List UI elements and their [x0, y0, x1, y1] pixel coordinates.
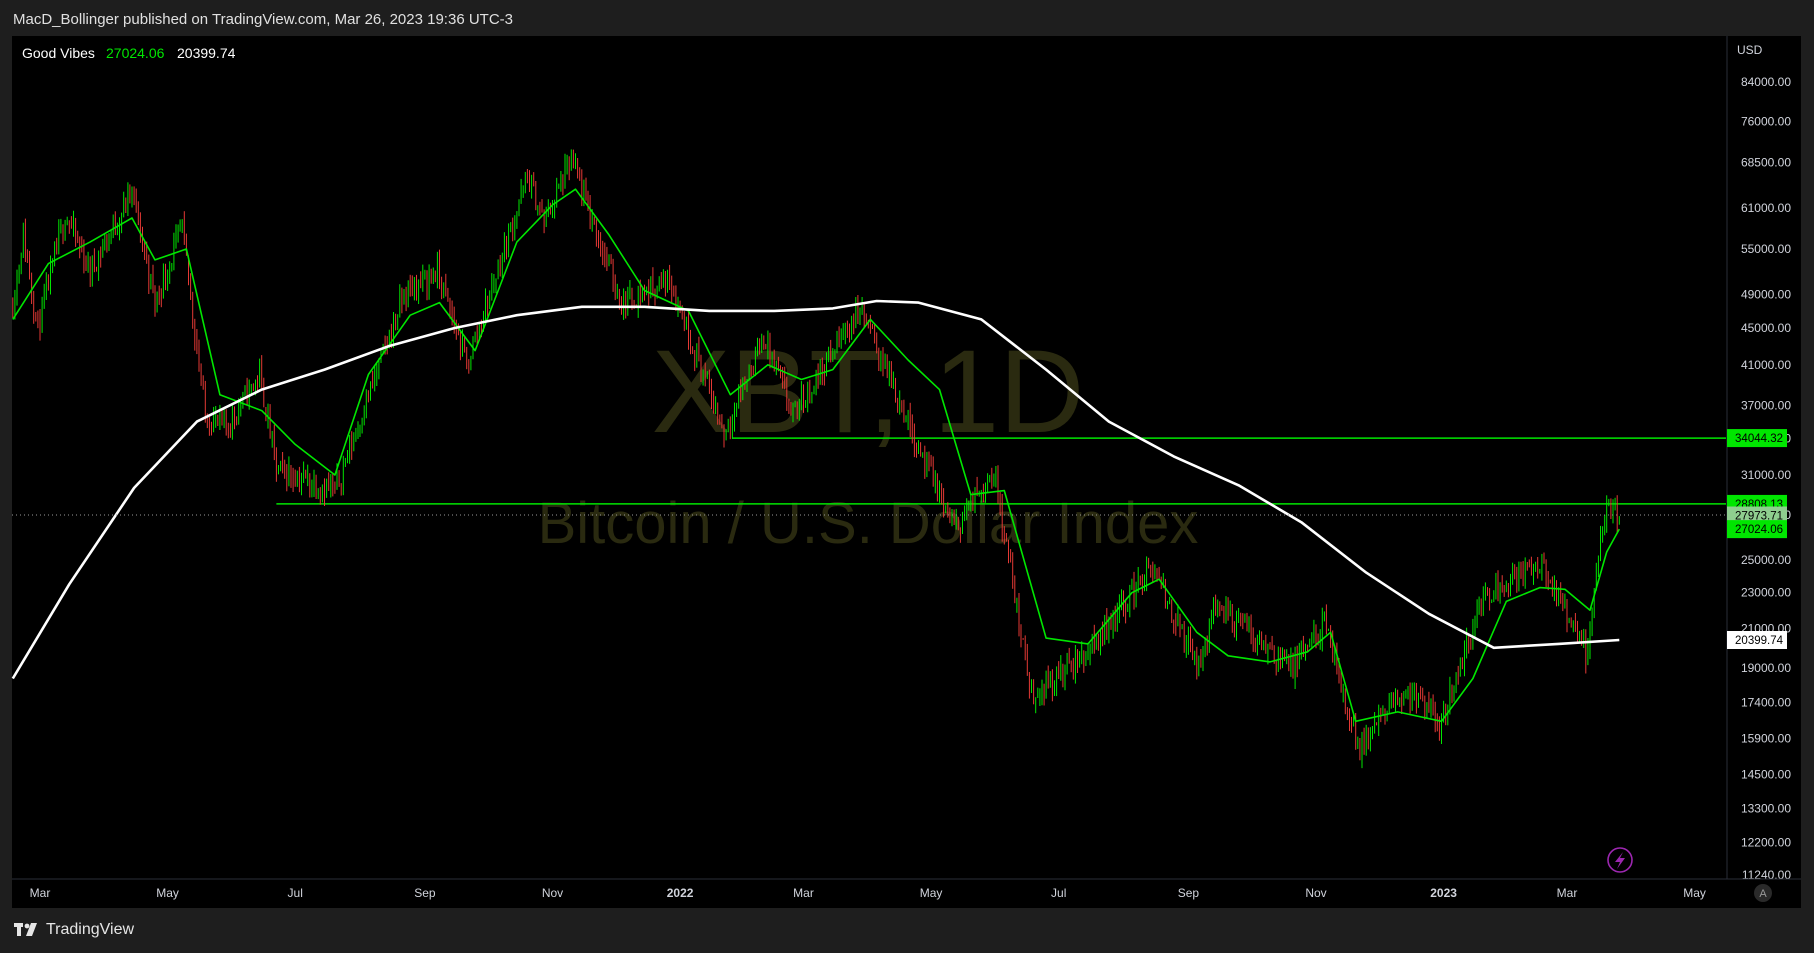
x-tick-label: May — [920, 886, 943, 900]
last-price-label: 27973.71 — [1735, 511, 1783, 523]
slow-line-price-label-bg — [1727, 631, 1787, 650]
price-axis[interactable]: USD 11240.0012200.0013300.0014500.001590… — [1726, 36, 1801, 908]
y-tick-label: 12200.00 — [1741, 836, 1791, 850]
indicator-line[interactable] — [12, 188, 1621, 723]
y-tick-label: 76000.00 — [1741, 114, 1791, 128]
x-tick-label: May — [156, 886, 179, 900]
y-tick-label: 49000.00 — [1741, 288, 1791, 302]
indicator-line[interactable] — [11, 299, 1620, 680]
candles — [12, 149, 1620, 769]
y-tick-label: 61000.00 — [1741, 201, 1791, 215]
tradingview-logo[interactable]: TradingView — [14, 921, 134, 939]
x-tick-label: 2022 — [667, 886, 694, 900]
auto-scale-button[interactable] — [1754, 884, 1772, 902]
y-tick-label: 25000.00 — [1741, 553, 1791, 567]
legend-slow-value: 20399.74 — [177, 45, 236, 61]
y-tick-label: 37000.00 — [1741, 398, 1791, 412]
y-tick-label: 15900.00 — [1741, 731, 1791, 745]
legend-name[interactable]: Good Vibes — [22, 45, 95, 61]
publisher-bar: MacD_Bollinger published on TradingView.… — [0, 0, 1814, 38]
footer-brand: TradingView — [46, 921, 135, 938]
y-tick-label: 84000.00 — [1741, 75, 1791, 89]
horizontal-lines — [276, 437, 1726, 505]
auto-scale-icon[interactable]: A — [1759, 888, 1767, 900]
indicator-lines — [11, 188, 1621, 723]
lightning-icon[interactable] — [1607, 847, 1633, 873]
x-tick-label: Jul — [1051, 886, 1066, 900]
x-tick-label: Sep — [414, 886, 436, 900]
x-tick-label: May — [1683, 886, 1706, 900]
y-tick-label: 31000.00 — [1741, 468, 1791, 482]
y-tick-label: 41000.00 — [1741, 358, 1791, 372]
y-tick-label: 19000.00 — [1741, 661, 1791, 675]
y-tick-label: 14500.00 — [1741, 768, 1791, 782]
y-tick-label: 68500.00 — [1741, 155, 1791, 169]
y-tick-label: 17400.00 — [1741, 696, 1791, 710]
y-tick-label: 55000.00 — [1741, 242, 1791, 256]
legend[interactable]: Good Vibes 27024.06 20399.74 — [22, 45, 236, 61]
published-line: MacD_Bollinger published on TradingView.… — [13, 11, 513, 28]
y-tick-label: 45000.00 — [1741, 321, 1791, 335]
x-tick-label: Sep — [1178, 886, 1200, 900]
y-tick-label: 23000.00 — [1741, 586, 1791, 600]
price-labels: 34044.3228808.1327973.7101:23:5927024.06… — [1727, 429, 1787, 650]
tradingview-logo-icon — [14, 923, 37, 936]
watermark-description: Bitcoin / U.S. Dollar Index — [538, 491, 1199, 556]
legend-fast-value: 27024.06 — [106, 45, 165, 61]
x-tick-label: Nov — [542, 886, 563, 900]
fast-line-price-label-bg — [1727, 520, 1787, 539]
x-tick-label: 2023 — [1430, 886, 1457, 900]
slow-line-price-label: 20399.74 — [1735, 635, 1784, 647]
time-axis-bg — [12, 879, 1801, 908]
x-tick-label: Mar — [793, 886, 814, 900]
y-tick-label: 13300.00 — [1741, 802, 1791, 816]
price-axis-bg — [1727, 36, 1801, 879]
currency-label: USD — [1737, 43, 1763, 57]
level-price-label-bg — [1727, 429, 1787, 448]
x-tick-label: Mar — [1557, 886, 1578, 900]
x-tick-label: Mar — [30, 886, 51, 900]
footer-bar — [0, 908, 1814, 953]
x-tick-label: Nov — [1305, 886, 1326, 900]
x-tick-labels: Mar May Jul Sep Nov 2022 Mar May Jul Sep Nov 2023 Ma… — [30, 886, 1706, 900]
x-tick-label: Jul — [288, 886, 303, 900]
watermark: XBT, 1D Bitcoin / U.S. Dollar Index — [538, 326, 1199, 556]
fast-line-price-label: 27024.06 — [1735, 524, 1783, 536]
time-axis[interactable]: Mar May Jul Sep Nov 2022 Mar May Jul Sep Nov 2023 Ma… — [12, 878, 1801, 908]
chart-frame[interactable] — [12, 36, 1801, 908]
level-price-label: 34044.32 — [1735, 433, 1783, 445]
